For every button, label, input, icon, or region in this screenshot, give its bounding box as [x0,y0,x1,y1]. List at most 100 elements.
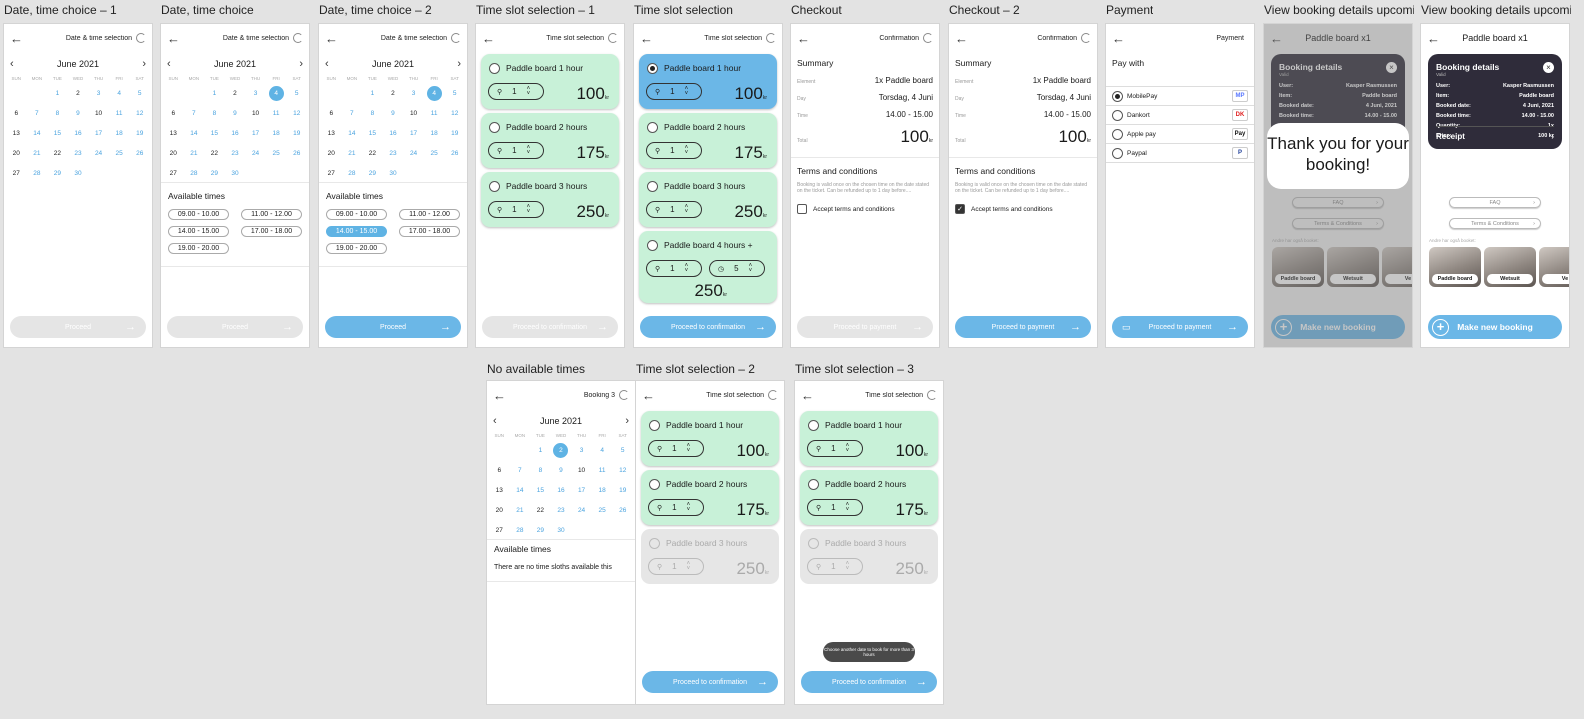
product-card[interactable]: Paddle board 1 hour ⚲ 1 ˄ ˅ 100kr [639,54,777,109]
calendar-day[interactable]: 6 [497,467,502,474]
chevron-right-icon[interactable]: › [299,58,303,70]
calendar-day[interactable]: 5 [294,90,299,97]
proceed-button[interactable]: Proceed → [10,316,146,338]
proceed-confirmation-button[interactable]: Proceed to confirmation → [801,671,937,693]
calendar-day[interactable]: 23 [389,150,397,157]
calendar-day[interactable]: 20 [12,150,20,157]
calendar-day[interactable]: 15 [368,130,377,137]
chevron-left-icon[interactable]: ‹ [325,58,329,70]
calendar-day[interactable]: 14 [516,487,524,494]
radio-button[interactable] [647,181,658,192]
calendar-day[interactable]: 20 [495,507,503,514]
quantity-stepper[interactable]: ⚲ 1 ˄ ˅ [648,558,704,575]
related-item-card[interactable]: Paddle board [1272,247,1324,287]
calendar-day[interactable]: 15 [53,130,62,137]
calendar-day[interactable]: 11 [115,110,123,117]
calendar-day[interactable]: 13 [12,130,20,137]
hours-stepper[interactable]: ◷ 5 ˄ ˅ [709,260,765,277]
calendar-day[interactable]: 14 [33,130,41,137]
radio-button[interactable] [489,63,500,74]
calendar-day[interactable]: 20 [327,150,335,157]
calendar-day[interactable]: 19 [293,130,301,137]
radio-button[interactable] [808,538,819,549]
product-card[interactable]: Paddle board 3 hours ⚲ 1 ˄ ˅ 250kr [641,529,779,584]
calendar-day[interactable]: 17 [94,130,103,137]
time-slot-option[interactable]: 19.00 - 20.00 [326,243,387,254]
product-card[interactable]: Paddle board 2 hours ⚲ 1 ˄ ˅ 175kr [641,470,779,525]
quantity-stepper[interactable]: ⚲ 1 ˄ ˅ [488,201,544,218]
calendar-day[interactable]: 26 [136,150,144,157]
calendar-day[interactable]: 28 [190,170,198,177]
calendar-day[interactable]: 23 [74,150,82,157]
calendar-day[interactable]: 8 [370,110,375,117]
calendar-day[interactable]: 18 [115,130,123,137]
calendar-day[interactable]: 27 [169,170,177,177]
calendar-day[interactable]: 21 [190,150,198,157]
back-arrow-icon[interactable]: ← [1270,30,1283,46]
back-arrow-icon[interactable]: ← [801,387,814,403]
calendar-day[interactable]: 21 [33,150,41,157]
calendar-day[interactable]: 6 [329,110,334,117]
time-slot-option[interactable]: 09.00 - 10.00 [168,209,229,220]
calendar-day[interactable]: 22 [368,150,377,157]
product-card[interactable]: Paddle board 1 hour ⚲ 1 ˄ ˅ 100kr [800,411,938,466]
calendar-day[interactable]: 28 [516,527,524,534]
calendar-day[interactable]: 5 [137,90,142,97]
related-item-card[interactable]: Ve [1539,247,1569,287]
calendar-day[interactable]: 7 [350,110,354,117]
calendar-day[interactable]: 10 [251,110,260,117]
radio-button[interactable] [647,122,658,133]
quantity-stepper[interactable]: ⚲ 1 ˄ ˅ [648,440,704,457]
terms-button[interactable]: Terms & Conditions › [1449,218,1541,229]
quantity-stepper[interactable]: ⚲ 1 ˄ ˅ [646,201,702,218]
calendar-day[interactable]: 4 [600,447,604,454]
time-slot-option[interactable]: 14.00 - 15.00 [168,226,229,237]
calendar-day[interactable]: 2 [76,90,80,97]
calendar-day[interactable]: 2 [551,443,572,458]
calendar-day[interactable]: 16 [231,130,239,137]
calendar-day[interactable]: 14 [190,130,198,137]
chevron-right-icon[interactable]: › [625,415,629,427]
calendar-day[interactable]: 29 [368,170,377,177]
quantity-stepper[interactable]: ⚲ 1 ˄ ˅ [488,142,544,159]
quantity-stepper[interactable]: ⚲ 1 ˄ ˅ [646,260,702,277]
calendar-day[interactable]: 29 [536,527,545,534]
product-card[interactable]: Paddle board 2 hours ⚲ 1 ˄ ˅ 175kr [639,113,777,168]
calendar-day[interactable]: 1 [370,90,375,97]
calendar-day[interactable]: 9 [391,110,395,117]
calendar-day[interactable]: 18 [598,487,606,494]
back-arrow-icon[interactable]: ← [325,30,338,46]
time-slot-option[interactable]: 09.00 - 10.00 [326,209,387,220]
receipt-link[interactable]: Receipt› [1436,126,1554,141]
product-card[interactable]: Paddle board 2 hours ⚲ 1 ˄ ˅ 175kr [800,470,938,525]
calendar-day[interactable]: 29 [53,170,62,177]
calendar-day[interactable]: 9 [559,467,563,474]
calendar-day[interactable]: 20 [169,150,177,157]
proceed-button[interactable]: Proceed → [325,316,461,338]
quantity-stepper[interactable]: ⚲ 1 ˄ ˅ [646,83,702,100]
product-card[interactable]: Paddle board 4 hours + ⚲ 1 ˄ ˅ ◷ 5 ˄ ˅ 250kr [639,231,777,303]
faq-button[interactable]: FAQ › [1449,197,1541,208]
back-arrow-icon[interactable]: ← [167,30,180,46]
payment-option[interactable]: Paypal P [1106,143,1254,162]
product-card[interactable]: Paddle board 3 hours ⚲ 1 ˄ ˅ 250kr [639,172,777,227]
calendar-day[interactable]: 19 [451,130,459,137]
calendar-day[interactable]: 29 [210,170,219,177]
calendar-day[interactable]: 25 [598,507,606,514]
back-arrow-icon[interactable]: ← [797,30,810,46]
calendar-day[interactable]: 8 [538,467,543,474]
back-arrow-icon[interactable]: ← [955,30,968,46]
calendar-day[interactable]: 23 [231,150,239,157]
related-item-card[interactable]: Ve [1382,247,1412,287]
calendar-day[interactable]: 10 [94,110,103,117]
calendar-day[interactable]: 16 [74,130,82,137]
chevron-left-icon[interactable]: ‹ [10,58,14,70]
radio-button[interactable] [489,181,500,192]
radio-button[interactable] [1112,90,1123,102]
proceed-confirmation-button[interactable]: Proceed to confirmation → [642,671,778,693]
calendar-day[interactable]: 13 [495,487,503,494]
calendar-day[interactable]: 8 [55,110,60,117]
proceed-confirmation-button[interactable]: Proceed to confirmation → [640,316,776,338]
time-slot-option[interactable]: 11.00 - 12.00 [241,209,302,220]
calendar-day[interactable]: 26 [451,150,459,157]
